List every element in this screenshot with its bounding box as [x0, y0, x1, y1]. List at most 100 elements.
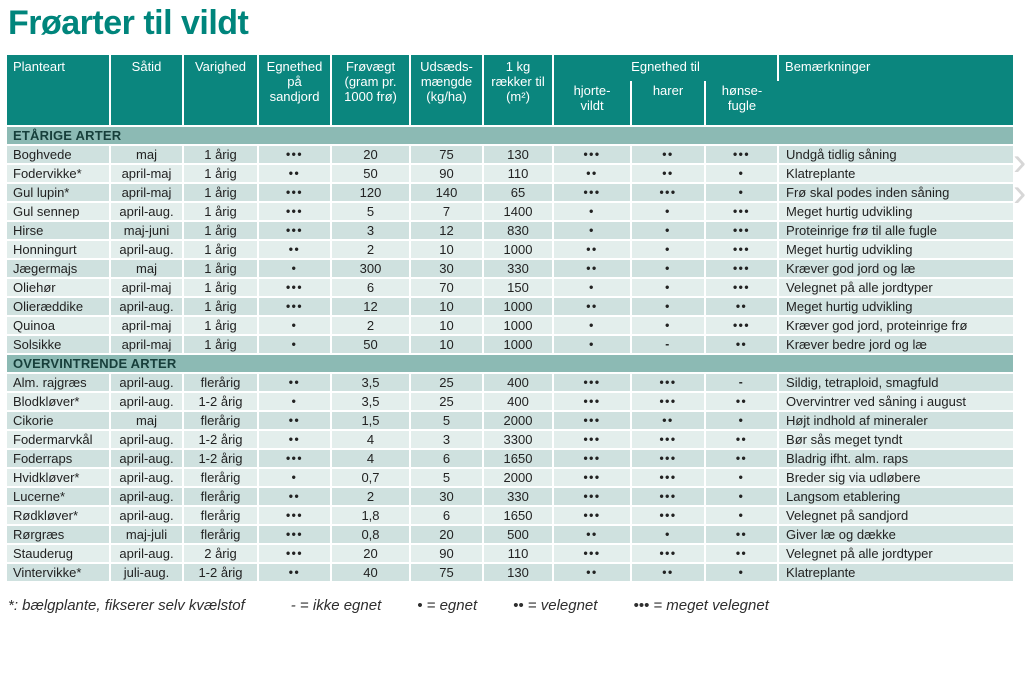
cell-honsefugle: •••: [705, 259, 780, 279]
cell-planteart: Stauderug: [7, 544, 111, 564]
cell-udsaedsmaengde: 30: [410, 487, 484, 507]
legend-not-suitable: - = ikke egnet: [290, 597, 382, 614]
cell-bemaerkning: Sildig, tetraploid, smagfuld: [778, 373, 1014, 393]
cell-egnethed-sandjord: •••: [258, 297, 332, 317]
col-header-egnethed-til: Egnethed til: [553, 55, 780, 81]
table-body: ETÅRIGE ARTER Boghvede maj 1 årig ••• 20 75 130…: [7, 126, 1014, 583]
cell-frovaegt: 1,5: [331, 411, 411, 431]
cell-planteart: Blodkløver*: [7, 392, 111, 412]
cell-saatid: april-maj: [110, 278, 184, 298]
cell-egnethed-sandjord: •••: [258, 145, 332, 165]
cell-bemaerkning: Meget hurtig udvikling: [778, 202, 1014, 222]
table-row: Oliehør april-maj 1 årig ••• 6 70 150 • • ••• Vele…: [7, 278, 1014, 298]
table-row: Vintervikke* juli-aug. 1-2 årig •• 40 75 130 ••…: [7, 563, 1014, 583]
cell-saatid: juli-aug.: [110, 563, 184, 583]
cell-varighed: 1-2 årig: [183, 563, 259, 583]
cell-udsaedsmaengde: 30: [410, 259, 484, 279]
cell-planteart: Rødkløver*: [7, 506, 111, 526]
legend-well-suited: •• = velegnet: [513, 597, 598, 614]
table-row: Rødkløver* april-aug. flerårig ••• 1,8 6 1650 •…: [7, 506, 1014, 526]
cell-frovaegt: 3: [331, 221, 411, 241]
cell-udsaedsmaengde: 75: [410, 145, 484, 165]
col-header-udsaedsmaengde: Udsæds- mængde (kg/ha): [410, 55, 484, 127]
cell-egnethed-sandjord: •: [258, 392, 332, 412]
cell-raekker-til: 110: [483, 544, 554, 564]
cell-saatid: april-aug.: [110, 487, 184, 507]
cell-honsefugle: •: [705, 164, 780, 184]
cell-harer: •••: [631, 468, 706, 488]
cell-saatid: april-maj: [110, 183, 184, 203]
cell-raekker-til: 2000: [483, 411, 554, 431]
cell-frovaegt: 300: [331, 259, 411, 279]
chevron-right-icon[interactable]: ›: [1013, 140, 1027, 184]
cell-harer: •••: [631, 544, 706, 564]
cell-honsefugle: •••: [705, 316, 780, 336]
cell-varighed: 1 årig: [183, 145, 259, 165]
cell-bemaerkning: Bør sås meget tyndt: [778, 430, 1014, 450]
cell-raekker-til: 1000: [483, 297, 554, 317]
cell-harer: •: [631, 297, 706, 317]
cell-hjortevildt: •••: [553, 411, 632, 431]
cell-harer: •: [631, 525, 706, 545]
cell-raekker-til: 1650: [483, 506, 554, 526]
cell-frovaegt: 0,8: [331, 525, 411, 545]
cell-hjortevildt: •••: [553, 544, 632, 564]
cell-frovaegt: 6: [331, 278, 411, 298]
cell-udsaedsmaengde: 10: [410, 297, 484, 317]
cell-saatid: april-aug.: [110, 430, 184, 450]
cell-frovaegt: 12: [331, 297, 411, 317]
cell-raekker-til: 1000: [483, 316, 554, 336]
cell-raekker-til: 830: [483, 221, 554, 241]
cell-hjortevildt: •••: [553, 487, 632, 507]
cell-bemaerkning: Velegnet på alle jordtyper: [778, 544, 1014, 564]
cell-frovaegt: 0,7: [331, 468, 411, 488]
cell-bemaerkning: Kræver god jord, proteinrige frø: [778, 316, 1014, 336]
cell-egnethed-sandjord: ••: [258, 487, 332, 507]
table-row: Alm. rajgræs april-aug. flerårig •• 3,5 25 400…: [7, 373, 1014, 393]
table-row: Foderraps april-aug. 1-2 årig ••• 4 6 1650 ••• •…: [7, 449, 1014, 469]
cell-bemaerkning: Klatreplante: [778, 164, 1014, 184]
table-row: Quinoa april-maj 1 årig • 2 10 1000 • • ••• Kræver…: [7, 316, 1014, 336]
cell-frovaegt: 3,5: [331, 373, 411, 393]
cell-honsefugle: •••: [705, 221, 780, 241]
col-header-varighed: Varighed: [183, 55, 259, 127]
cell-egnethed-sandjord: •: [258, 316, 332, 336]
cell-hjortevildt: ••: [553, 240, 632, 260]
cell-raekker-til: 500: [483, 525, 554, 545]
cell-honsefugle: •••: [705, 278, 780, 298]
page-edge-chevrons-control[interactable]: › ›: [1013, 140, 1027, 215]
cell-udsaedsmaengde: 10: [410, 335, 484, 355]
cell-varighed: 1 årig: [183, 164, 259, 184]
cell-honsefugle: •••: [705, 145, 780, 165]
col-header-raekker-til: 1 kg rækker til (m²): [483, 55, 554, 127]
cell-udsaedsmaengde: 6: [410, 449, 484, 469]
cell-planteart: Fodervikke*: [7, 164, 111, 184]
cell-planteart: Fodermarvkål: [7, 430, 111, 450]
cell-egnethed-sandjord: ••: [258, 164, 332, 184]
cell-egnethed-sandjord: ••: [258, 563, 332, 583]
cell-egnethed-sandjord: ••: [258, 373, 332, 393]
cell-harer: •: [631, 278, 706, 298]
table-row: Cikorie maj flerårig •• 1,5 5 2000 ••• •• • Højt i…: [7, 411, 1014, 431]
cell-honsefugle: ••: [705, 392, 780, 412]
cell-saatid: maj: [110, 259, 184, 279]
cell-saatid: april-maj: [110, 164, 184, 184]
cell-raekker-til: 150: [483, 278, 554, 298]
table-row: Jægermajs maj 1 årig • 300 30 330 •• • ••• Kræver …: [7, 259, 1014, 279]
cell-honsefugle: ••: [705, 525, 780, 545]
cell-raekker-til: 130: [483, 563, 554, 583]
chevron-right-icon[interactable]: ›: [1013, 171, 1027, 215]
cell-frovaegt: 3,5: [331, 392, 411, 412]
cell-udsaedsmaengde: 20: [410, 525, 484, 545]
page-title: Frøarter til vildt: [8, 4, 249, 42]
cell-varighed: 1 årig: [183, 316, 259, 336]
cell-egnethed-sandjord: •••: [258, 506, 332, 526]
cell-saatid: april-maj: [110, 316, 184, 336]
table-row: Lucerne* april-aug. flerårig •• 2 30 330 ••• •••…: [7, 487, 1014, 507]
cell-hjortevildt: ••: [553, 297, 632, 317]
cell-planteart: Foderraps: [7, 449, 111, 469]
cell-bemaerkning: Velegnet på sandjord: [778, 506, 1014, 526]
cell-bemaerkning: Breder sig via udløbere: [778, 468, 1014, 488]
cell-planteart: Oliehør: [7, 278, 111, 298]
cell-varighed: 1-2 årig: [183, 392, 259, 412]
